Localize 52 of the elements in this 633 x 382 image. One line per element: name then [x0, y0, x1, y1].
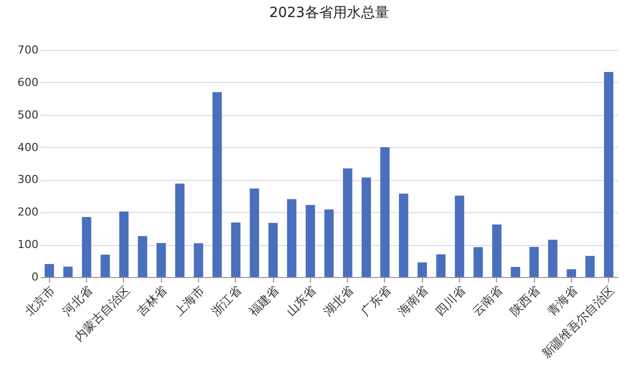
- bar: [156, 242, 166, 277]
- x-tick-label: 云南省: [470, 283, 506, 318]
- x-tick-label: 浙江省: [208, 283, 244, 318]
- x-tick-label: 山东省: [283, 283, 319, 318]
- x-tick-label: 福建省: [246, 283, 282, 318]
- bar: [231, 222, 240, 277]
- bar: [306, 205, 316, 277]
- x-tick-label: 吉林省: [134, 283, 170, 318]
- y-tick-label: 700: [18, 44, 38, 56]
- bar: [212, 92, 222, 277]
- bar: [566, 269, 576, 277]
- bar: [138, 236, 148, 277]
- y-tick-label: 0: [32, 270, 38, 284]
- bar: [250, 188, 260, 277]
- bar: [342, 168, 352, 277]
- bar: [175, 184, 184, 277]
- bar: [287, 199, 296, 277]
- x-tick-label: 广东省: [358, 283, 394, 318]
- bar: [529, 246, 539, 277]
- y-tick-label: 300: [18, 173, 38, 186]
- x-tick-label: 湖北省: [320, 283, 356, 318]
- x-tick-label: 北京市: [22, 283, 58, 318]
- x-tick-label: 海南省: [395, 283, 431, 318]
- bar: [324, 210, 334, 277]
- bar: [510, 266, 520, 277]
- x-tick-label: 上海市: [172, 283, 207, 318]
- y-tick-label: 200: [18, 206, 38, 219]
- bar: [492, 224, 502, 277]
- bar: [44, 264, 54, 277]
- y-tick-label: 100: [18, 238, 38, 252]
- bar: [194, 243, 204, 277]
- x-tick-label: 陕西省: [507, 283, 543, 318]
- bar: [268, 222, 278, 277]
- bar: [436, 254, 446, 277]
- chart-title: 2023各省用水总量: [269, 5, 389, 21]
- bar: [82, 217, 92, 277]
- bar: [100, 254, 110, 277]
- bar: [398, 194, 408, 277]
- bar: [548, 240, 558, 277]
- bar: [362, 177, 371, 277]
- bar: [474, 247, 483, 277]
- x-tick-label: 四川省: [432, 283, 468, 318]
- y-tick-label: 500: [18, 108, 38, 122]
- bar: [119, 211, 129, 277]
- y-tick-label: 400: [18, 140, 38, 154]
- bar: [418, 262, 427, 277]
- bar: [380, 147, 390, 277]
- bar: [604, 72, 614, 277]
- y-tick-label: 600: [18, 76, 38, 89]
- bar: [454, 196, 464, 277]
- bar: [63, 266, 73, 277]
- bar: [585, 256, 595, 277]
